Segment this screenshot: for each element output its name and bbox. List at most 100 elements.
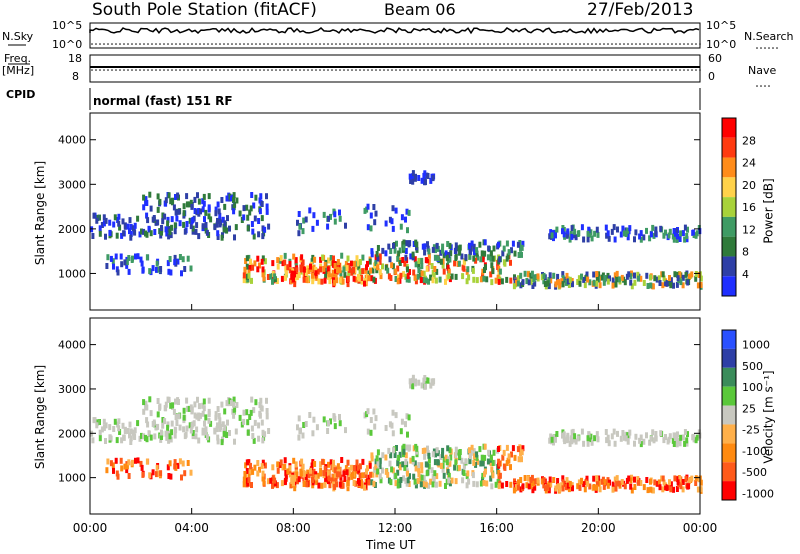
echo-cell (491, 255, 495, 262)
echo-cell (406, 227, 409, 234)
echo-cell (418, 271, 422, 278)
echo-cell (161, 417, 165, 423)
echo-cell (374, 458, 378, 465)
nsearch-tick-bottom: 10^0 (706, 38, 737, 51)
echo-cell (649, 282, 653, 289)
echo-cell (690, 271, 694, 278)
echo-cell (302, 481, 306, 487)
echo-cell (552, 477, 556, 483)
echo-cell (117, 213, 121, 220)
echo-cell (472, 453, 476, 460)
echo-cell (675, 441, 679, 448)
echo-cell (697, 225, 701, 231)
echo-cell (105, 263, 109, 269)
echo-cell (308, 412, 312, 418)
echo-cell (170, 420, 174, 427)
echo-cell (341, 278, 345, 285)
echo-cell (260, 419, 264, 426)
echo-cell (102, 220, 106, 227)
echo-cell (409, 178, 413, 184)
echo-cell (664, 434, 667, 440)
echo-cell (290, 270, 294, 277)
echo-cell (570, 278, 574, 284)
nsearch-dot (683, 43, 685, 45)
velocity-colorbar-tick-label: 25 (742, 402, 756, 415)
echo-cell (269, 273, 273, 280)
echo-cell (403, 260, 407, 267)
echo-cell (328, 278, 332, 285)
echo-cell (288, 471, 292, 478)
echo-cell (583, 282, 587, 289)
echo-cell (232, 396, 236, 403)
echo-cell (98, 214, 101, 221)
echo-cell (444, 454, 448, 461)
nsearch-dot (455, 43, 457, 45)
echo-cell (411, 173, 415, 180)
echo-cell (458, 453, 462, 460)
echo-cell (216, 201, 220, 208)
echo-cell (441, 247, 444, 254)
echo-cell (346, 459, 350, 466)
echo-cell (323, 481, 327, 488)
nsearch-dot (547, 43, 549, 45)
echo-cell (327, 257, 330, 264)
echo-cell (142, 204, 146, 211)
echo-cell (573, 433, 577, 440)
echo-cell (105, 467, 109, 474)
echo-cell (683, 236, 687, 243)
echo-cell (490, 279, 494, 286)
echo-cell (468, 253, 472, 260)
echo-cell (161, 218, 165, 225)
echo-cell (374, 415, 378, 422)
echo-cell (218, 421, 222, 428)
echo-cell (323, 466, 327, 473)
echo-cell (532, 480, 536, 487)
echo-cell (182, 210, 186, 217)
echo-cell (363, 412, 367, 419)
echo-cell (257, 231, 261, 238)
echo-cell (215, 426, 219, 433)
echo-cell (111, 462, 115, 469)
nsearch-dot (327, 43, 329, 45)
echo-cell (454, 459, 458, 466)
echo-cell (207, 213, 211, 220)
nave-dot (563, 69, 565, 71)
echo-cell (312, 212, 316, 219)
echo-cell (402, 271, 406, 278)
echo-cell (316, 268, 320, 275)
echo-cell (161, 212, 165, 219)
echo-cell (174, 398, 177, 405)
echo-cell (485, 480, 489, 487)
echo-cell (290, 478, 294, 484)
echo-cell (417, 267, 421, 273)
echo-cell (331, 464, 335, 471)
echo-cell (386, 267, 390, 274)
nsearch-dot (187, 43, 189, 45)
nsearch-dot (543, 43, 545, 45)
velocity-colorbar-segment (722, 367, 736, 387)
echo-cell (392, 242, 395, 249)
echo-cell (438, 276, 442, 283)
echo-cell (245, 409, 249, 416)
echo-cell (521, 483, 525, 490)
echo-cell (672, 486, 675, 493)
echo-cell (314, 474, 318, 481)
echo-cell (167, 396, 171, 403)
echo-cell (658, 280, 662, 286)
echo-cell (623, 483, 627, 490)
echo-cell (202, 193, 206, 200)
echo-cell (595, 475, 599, 482)
echo-cell (429, 382, 433, 389)
nsearch-dot (607, 43, 609, 45)
echo-cell (125, 262, 129, 269)
nave-dot (151, 69, 153, 71)
echo-cell (611, 282, 615, 289)
echo-cell (209, 420, 213, 427)
echo-cell (352, 275, 356, 282)
echo-cell (92, 212, 96, 219)
echo-cell (394, 268, 398, 275)
echo-cell (571, 281, 574, 288)
echo-cell (483, 267, 486, 273)
nsearch-dot (659, 43, 661, 45)
echo-cell (588, 279, 592, 286)
